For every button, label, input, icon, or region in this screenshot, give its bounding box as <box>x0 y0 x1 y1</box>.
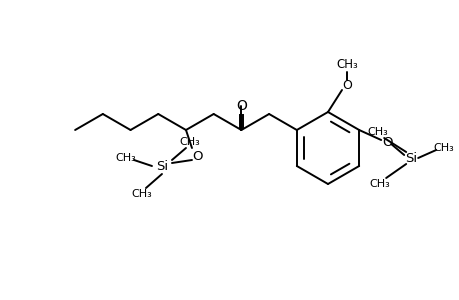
Text: O: O <box>381 136 392 148</box>
Text: Si: Si <box>156 160 168 172</box>
Text: O: O <box>341 79 351 92</box>
Text: CH₃: CH₃ <box>131 189 152 199</box>
Text: CH₃: CH₃ <box>433 143 453 153</box>
Text: CH₃: CH₃ <box>367 127 388 137</box>
Text: Si: Si <box>404 152 416 164</box>
Text: CH₃: CH₃ <box>336 58 357 70</box>
Text: O: O <box>192 149 203 163</box>
Text: CH₃: CH₃ <box>179 137 200 147</box>
Text: O: O <box>235 99 246 113</box>
Text: CH₃: CH₃ <box>369 179 390 189</box>
Text: CH₃: CH₃ <box>115 153 136 163</box>
